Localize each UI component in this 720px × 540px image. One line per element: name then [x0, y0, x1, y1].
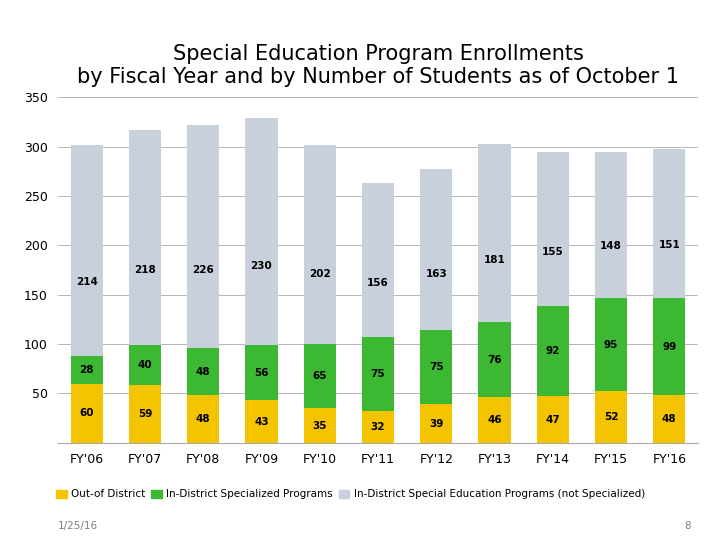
Bar	[304, 145, 336, 344]
Text: 1/25/16: 1/25/16	[58, 521, 98, 531]
Bar	[362, 411, 394, 443]
Text: 28: 28	[79, 364, 94, 375]
Bar	[71, 356, 103, 383]
Bar	[71, 145, 103, 356]
Text: 148: 148	[600, 241, 622, 252]
Bar	[653, 298, 685, 395]
Bar	[362, 337, 394, 411]
Bar	[595, 392, 627, 443]
Text: 60: 60	[79, 408, 94, 418]
Bar	[536, 152, 569, 306]
Text: 32: 32	[371, 422, 385, 432]
Bar	[304, 344, 336, 408]
Text: 56: 56	[254, 368, 269, 377]
Text: 59: 59	[138, 409, 152, 419]
Text: 35: 35	[312, 421, 327, 430]
Text: 214: 214	[76, 277, 98, 287]
Bar	[479, 322, 510, 397]
Bar	[129, 130, 161, 345]
Text: 230: 230	[251, 261, 272, 271]
Bar	[187, 125, 220, 348]
Text: 181: 181	[484, 255, 505, 265]
Text: 155: 155	[542, 247, 564, 257]
Text: 46: 46	[487, 415, 502, 425]
Bar	[420, 169, 452, 330]
Bar	[536, 306, 569, 396]
Text: 95: 95	[604, 340, 618, 349]
Bar	[187, 348, 220, 395]
Legend: Out-of District, In-District Specialized Programs, In-District Special Education: Out-of District, In-District Specialized…	[56, 489, 645, 500]
Bar	[536, 396, 569, 443]
Bar	[653, 148, 685, 298]
Bar	[246, 400, 277, 443]
Bar	[595, 152, 627, 298]
Bar	[420, 404, 452, 443]
Text: 40: 40	[138, 360, 153, 370]
Text: 48: 48	[196, 367, 210, 377]
Text: 75: 75	[371, 369, 385, 379]
Text: 48: 48	[196, 414, 210, 424]
Bar	[246, 118, 277, 345]
Text: 65: 65	[312, 371, 327, 381]
Text: 163: 163	[426, 269, 447, 279]
Text: 226: 226	[192, 265, 214, 275]
Bar	[479, 397, 510, 443]
Text: 47: 47	[545, 415, 560, 424]
Bar	[479, 144, 510, 322]
Text: 8: 8	[685, 521, 691, 531]
Text: 92: 92	[546, 346, 560, 356]
Text: 75: 75	[429, 362, 444, 372]
Bar	[129, 345, 161, 384]
Text: 48: 48	[662, 414, 677, 424]
Text: 52: 52	[604, 412, 618, 422]
Bar	[653, 395, 685, 443]
Bar	[595, 298, 627, 392]
Title: Special Education Program Enrollments
by Fiscal Year and by Number of Students a: Special Education Program Enrollments by…	[77, 44, 679, 87]
Bar	[187, 395, 220, 443]
Bar	[71, 383, 103, 443]
Text: 43: 43	[254, 416, 269, 427]
Text: 156: 156	[367, 278, 389, 288]
Text: 76: 76	[487, 355, 502, 365]
Bar	[362, 183, 394, 337]
Text: 151: 151	[658, 240, 680, 251]
Bar	[304, 408, 336, 443]
Bar	[129, 384, 161, 443]
Text: 202: 202	[309, 269, 330, 279]
Text: 218: 218	[134, 265, 156, 275]
Bar	[246, 345, 277, 400]
Text: 39: 39	[429, 418, 444, 429]
Text: 99: 99	[662, 341, 676, 352]
Bar	[420, 330, 452, 404]
